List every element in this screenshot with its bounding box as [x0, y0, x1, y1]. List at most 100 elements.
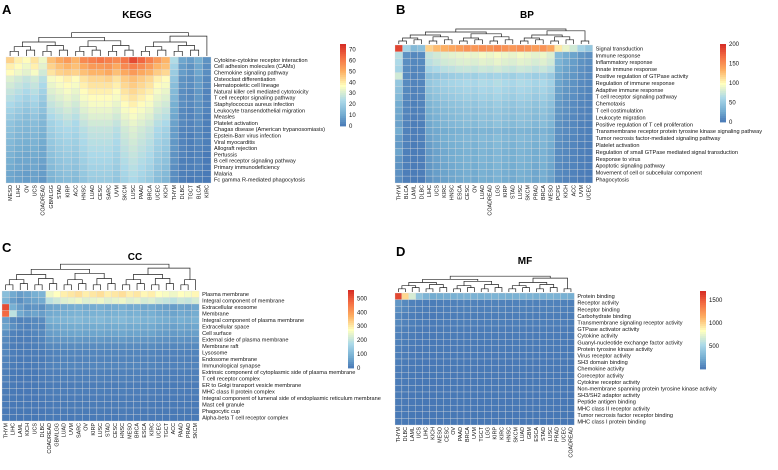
heatmap-cell — [128, 82, 138, 89]
heatmap-cell — [89, 329, 98, 337]
heatmap-cell — [508, 44, 517, 53]
colorbar-segment — [348, 348, 354, 351]
heatmap-cell — [23, 407, 32, 415]
heatmap-cell — [169, 336, 178, 344]
heatmap-cell — [422, 325, 430, 333]
heatmap-cell — [140, 342, 149, 350]
colorbar-segment — [340, 85, 346, 88]
heatmap-cell — [501, 86, 510, 94]
heatmap-cell — [145, 94, 154, 102]
heatmap-cell — [577, 72, 586, 80]
heatmap-cell — [512, 352, 520, 360]
heatmap-cell — [448, 86, 456, 94]
heatmap-cell — [45, 329, 54, 337]
heatmap-cell — [584, 44, 593, 53]
colorbar-segment — [700, 294, 706, 298]
heatmap-cell — [145, 69, 154, 77]
column-label: DLBC — [419, 185, 425, 199]
heatmap-cell — [408, 325, 416, 333]
heatmap-cell — [82, 303, 90, 311]
heatmap-cell — [562, 65, 570, 73]
row-label: Immunological synapse — [202, 364, 260, 370]
heatmap-cell — [505, 405, 513, 412]
heatmap-cell — [137, 69, 146, 77]
heatmap-cell — [463, 86, 472, 94]
heatmap-cell — [401, 365, 409, 373]
heatmap-cell — [539, 365, 547, 373]
heatmap-cell — [96, 151, 105, 158]
heatmap-cell — [89, 394, 98, 402]
heatmap-cell — [118, 349, 127, 357]
heatmap-cell — [178, 126, 187, 133]
heatmap-cell — [519, 352, 527, 360]
column-label: HNSC — [120, 423, 126, 438]
heatmap-cell — [169, 69, 179, 77]
heatmap-cell — [23, 394, 32, 402]
heatmap-cell — [401, 332, 409, 340]
heatmap-cell — [112, 132, 121, 140]
heatmap-cell — [429, 306, 437, 313]
heatmap-cell — [478, 72, 487, 80]
heatmap-cell — [52, 297, 61, 305]
heatmap-cell — [71, 157, 80, 165]
heatmap-cell — [140, 388, 149, 396]
heatmap-cell — [569, 72, 578, 80]
heatmap-cell — [96, 145, 105, 152]
heatmap-cell — [30, 132, 39, 140]
heatmap-cell — [71, 126, 80, 133]
heatmap-cell — [463, 358, 472, 366]
heatmap-cell — [443, 325, 451, 333]
dendrogram-branch — [549, 287, 558, 292]
heatmap-cell — [408, 405, 416, 412]
heatmap-cell — [153, 151, 162, 158]
heatmap-cell — [394, 72, 403, 80]
heatmap-cell — [23, 336, 32, 344]
heatmap-cell — [508, 120, 517, 128]
heatmap-cell — [505, 325, 513, 333]
heatmap-cell — [74, 355, 83, 363]
heatmap-cell — [394, 299, 403, 307]
heatmap-cell — [5, 100, 15, 108]
colorbar-segment — [700, 291, 706, 294]
heatmap-cell — [31, 349, 39, 357]
heatmap-cell — [31, 355, 39, 363]
heatmap-cell — [498, 358, 506, 366]
column-label: LIHC — [11, 423, 17, 435]
heatmap-cell — [67, 336, 76, 344]
heatmap-cell — [546, 299, 554, 307]
heatmap-cell — [546, 319, 554, 327]
dendrogram-branch — [449, 275, 551, 280]
row-label: Response to virus — [596, 157, 641, 163]
colorbar-segment — [340, 58, 346, 61]
heatmap-cell — [9, 342, 17, 350]
heatmap-cell — [394, 58, 403, 66]
panel-title: KEGG — [122, 10, 152, 21]
column-label: MESO — [8, 185, 14, 201]
heatmap-cell — [45, 310, 54, 318]
heatmap-cell — [186, 176, 195, 184]
heatmap-cell — [512, 411, 520, 419]
heatmap-cell — [477, 418, 485, 426]
heatmap-cell — [463, 93, 472, 101]
row-label: Movement of cell or subcellular componen… — [596, 171, 703, 177]
heatmap-cell — [5, 176, 15, 184]
row-label: Receptor binding — [577, 307, 619, 313]
heatmap-cell — [463, 372, 472, 379]
column-label: CESC — [98, 185, 104, 200]
heatmap-cell — [493, 169, 502, 177]
column-label: CESC — [113, 423, 119, 438]
heatmap-cell — [191, 290, 200, 298]
column-label: THYM — [396, 426, 402, 442]
heatmap-cell — [161, 63, 171, 70]
heatmap-cell — [569, 51, 578, 59]
heatmap-cell — [401, 345, 409, 353]
heatmap-cell — [14, 145, 23, 152]
column-label: STAD — [541, 427, 547, 441]
heatmap-cell — [169, 56, 179, 64]
heatmap-cell — [5, 132, 15, 140]
heatmap-cell — [463, 113, 472, 122]
heatmap-cell — [22, 56, 31, 64]
heatmap-cell — [82, 310, 90, 318]
row-label: Pertussis — [214, 152, 237, 158]
heatmap-cell — [562, 141, 570, 149]
